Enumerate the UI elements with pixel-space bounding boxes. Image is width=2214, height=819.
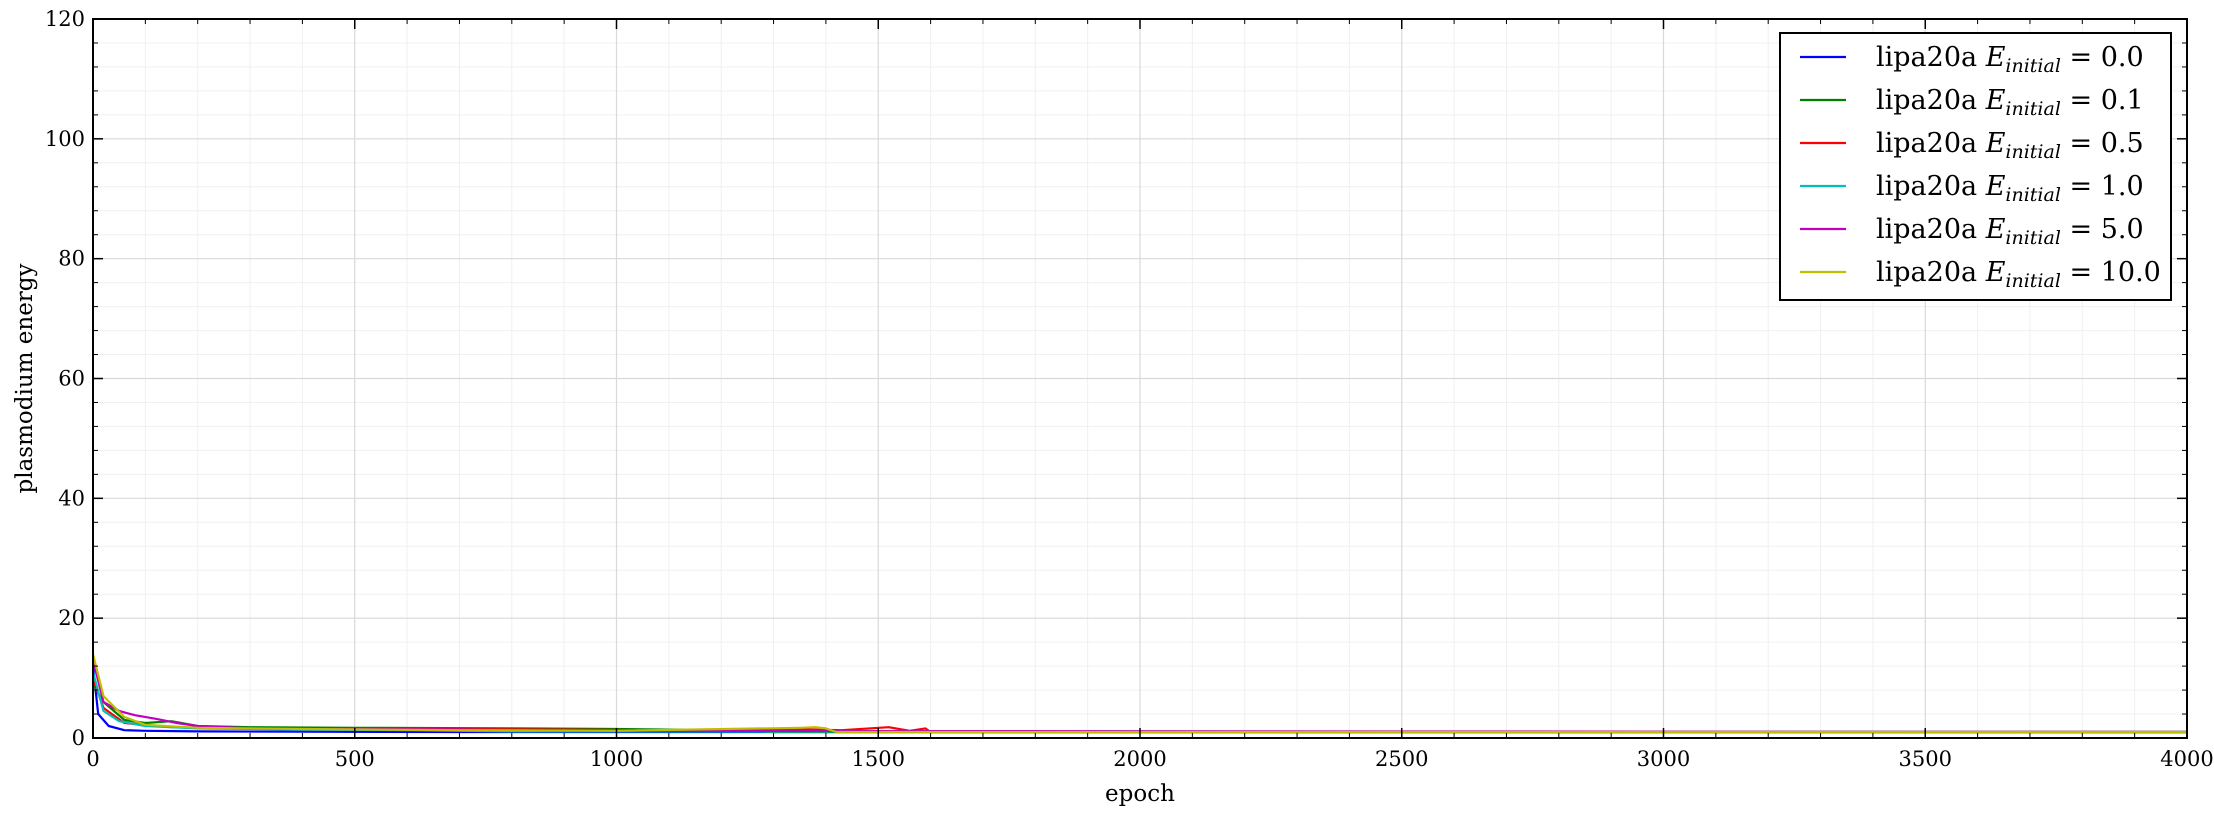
legend-label-2: lipa20a Einitial = 0.5: [1876, 128, 2144, 163]
x-axis-label: epoch: [1105, 781, 1175, 807]
legend-label-1: lipa20a Einitial = 0.1: [1876, 85, 2144, 120]
axis-ticks: [92, 18, 2188, 739]
y-tick-label: 120: [45, 7, 85, 31]
y-tick-label: 0: [72, 726, 85, 750]
legend-box: [1779, 32, 2172, 301]
legend-label-5: lipa20a Einitial = 10.0: [1876, 257, 2161, 292]
x-tick-label: 3000: [1637, 747, 1690, 771]
x-tick-label: 3500: [1899, 747, 1952, 771]
y-axis-label: plasmodium energy: [12, 263, 38, 493]
x-tick-label: 500: [335, 747, 375, 771]
series-line-5: [91, 653, 2187, 734]
series-layer: [91, 653, 2188, 734]
y-tick-label: 40: [58, 486, 85, 510]
y-tick-label: 100: [45, 127, 85, 151]
y-tick-label: 80: [58, 247, 85, 271]
x-tick-label: 4000: [2160, 747, 2213, 771]
legend: lipa20a Einitial = 0.0 lipa20a Einitial =…: [1779, 32, 2172, 301]
legend-label-0: lipa20a Einitial = 0.0: [1876, 42, 2144, 77]
y-tick-label: 60: [58, 367, 85, 391]
y-tick-label: 20: [58, 606, 85, 630]
x-tick-label: 2000: [1113, 747, 1166, 771]
x-tick-label: 1500: [852, 747, 905, 771]
tick-labels: 0 500 1000 1500 2000 2500 3000 3500 4000 0 20 40 60 8…: [45, 7, 2214, 771]
legend-label-4: lipa20a Einitial = 5.0: [1876, 214, 2144, 249]
x-tick-label: 1000: [590, 747, 643, 771]
x-tick-label: 2500: [1375, 747, 1428, 771]
legend-label-3: lipa20a Einitial = 1.0: [1876, 171, 2144, 206]
x-tick-label: 0: [86, 747, 99, 771]
